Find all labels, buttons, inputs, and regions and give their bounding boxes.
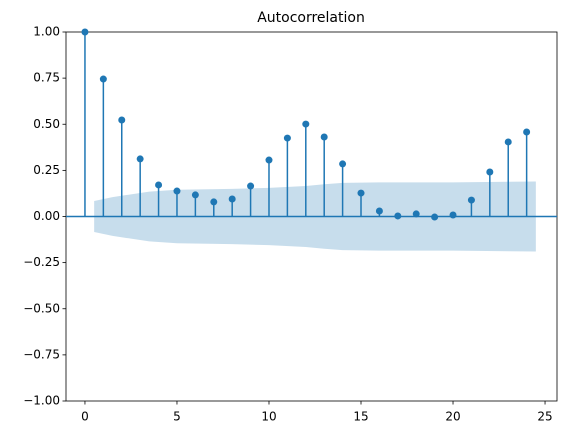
- stem-marker: [339, 160, 347, 168]
- stem-marker: [210, 198, 218, 206]
- stem-marker: [99, 75, 107, 83]
- stem-marker: [118, 116, 126, 124]
- y-tick-label: −0.25: [23, 255, 60, 269]
- y-tick-label: 0.75: [33, 71, 60, 85]
- stem-marker: [155, 181, 163, 189]
- y-tick-label: 0.25: [33, 163, 60, 177]
- stem-marker: [320, 133, 328, 141]
- stem-marker: [136, 155, 144, 163]
- x-tick-label: 5: [173, 410, 181, 424]
- x-tick-label: 25: [537, 410, 552, 424]
- x-tick-label: 10: [261, 410, 276, 424]
- stem-marker: [247, 182, 255, 190]
- stem-marker: [523, 128, 531, 136]
- y-tick-label: 0.50: [33, 117, 60, 131]
- y-tick-label: 0.00: [33, 209, 60, 223]
- stem-marker: [357, 189, 365, 197]
- stem-marker: [81, 28, 89, 36]
- stem-marker: [283, 134, 291, 142]
- stem-marker: [375, 207, 383, 215]
- chart-title: Autocorrelation: [257, 10, 365, 26]
- stem-marker: [394, 212, 402, 220]
- stem-marker: [191, 191, 199, 199]
- x-tick-label: 15: [353, 410, 368, 424]
- x-tick-label: 20: [445, 410, 460, 424]
- stem-marker: [449, 211, 457, 219]
- stem-marker: [173, 187, 181, 195]
- y-tick-label: −1.00: [23, 394, 60, 408]
- stem-marker: [431, 213, 439, 221]
- stem-marker: [486, 168, 494, 176]
- y-tick-label: −0.50: [23, 301, 60, 315]
- y-tick-label: 1.00: [33, 25, 60, 39]
- y-tick-label: −0.75: [23, 347, 60, 361]
- stem-marker: [265, 156, 273, 164]
- stem-marker: [302, 120, 310, 128]
- stem-marker: [467, 196, 475, 204]
- stem-marker: [412, 210, 420, 218]
- stem-marker: [228, 195, 236, 203]
- stem-marker: [504, 138, 512, 146]
- x-tick-label: 0: [81, 410, 89, 424]
